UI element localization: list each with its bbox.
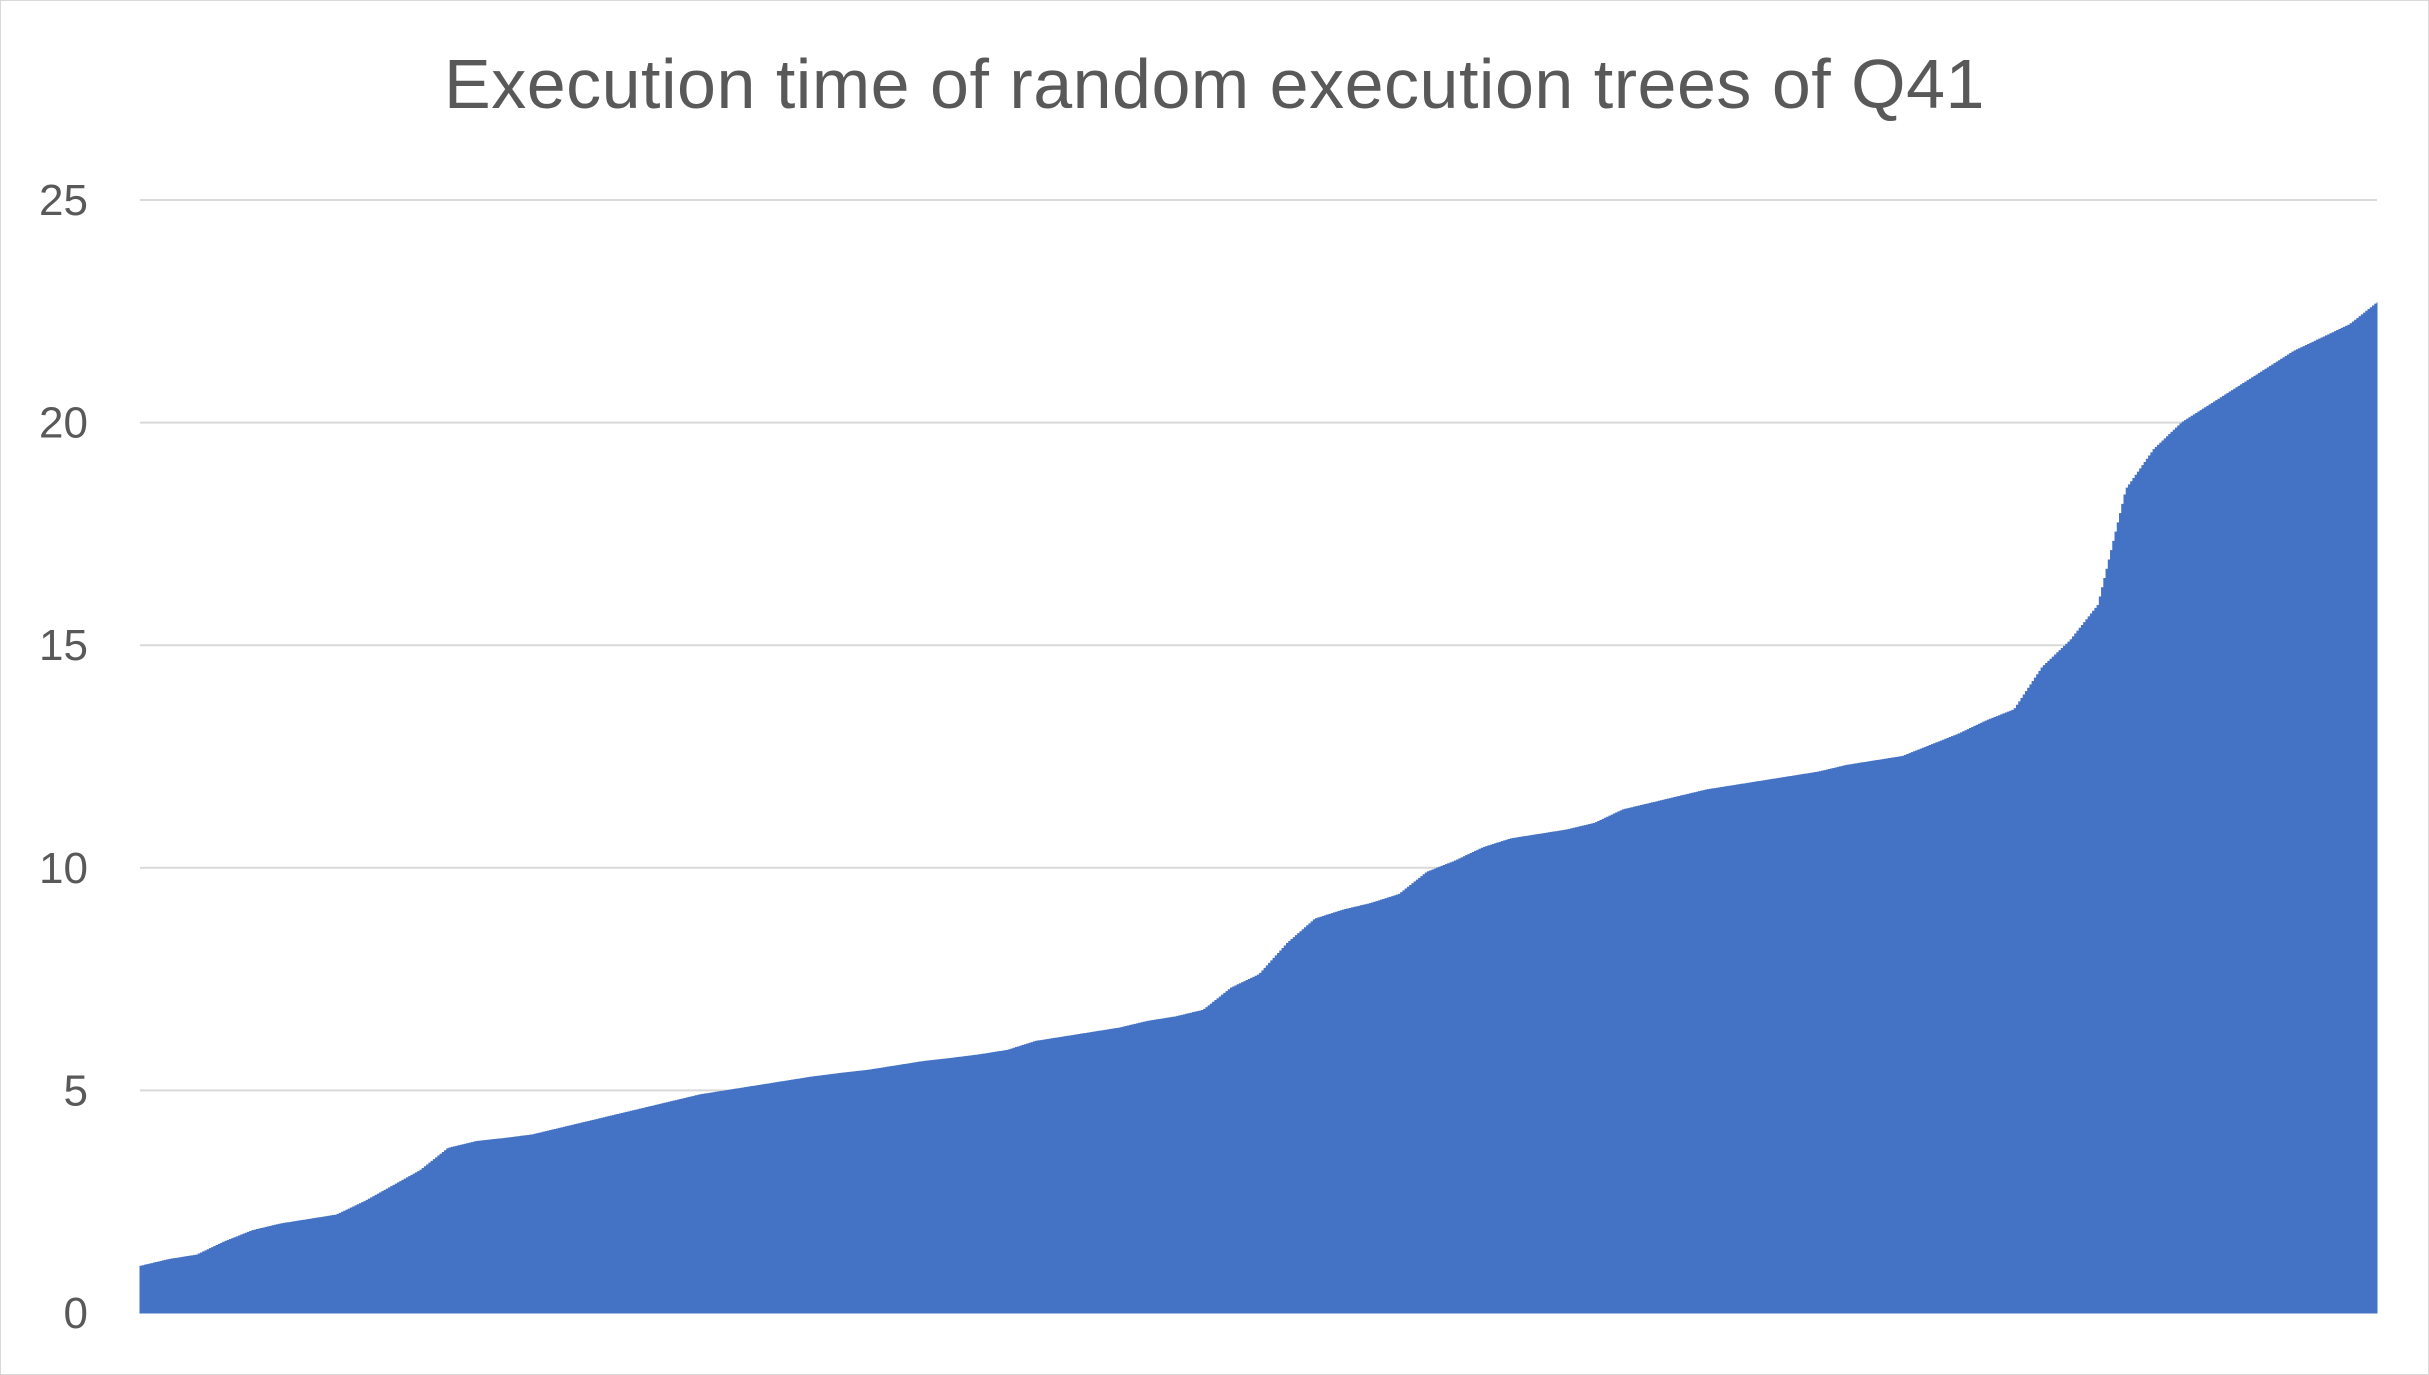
y-axis-ticks: 0 5 10 15 20 25 xyxy=(39,176,88,1338)
area-series-fill xyxy=(139,302,2378,1314)
y-tick-label-5: 5 xyxy=(64,1066,88,1115)
y-tick-label-20: 20 xyxy=(39,399,88,448)
y-tick-label-0: 0 xyxy=(64,1289,88,1338)
y-tick-label-25: 25 xyxy=(39,176,88,225)
y-tick-label-15: 15 xyxy=(39,621,88,670)
chart-title: Execution time of random execution trees… xyxy=(444,45,1985,123)
area-series xyxy=(139,302,2378,1314)
y-tick-label-10: 10 xyxy=(39,844,88,893)
